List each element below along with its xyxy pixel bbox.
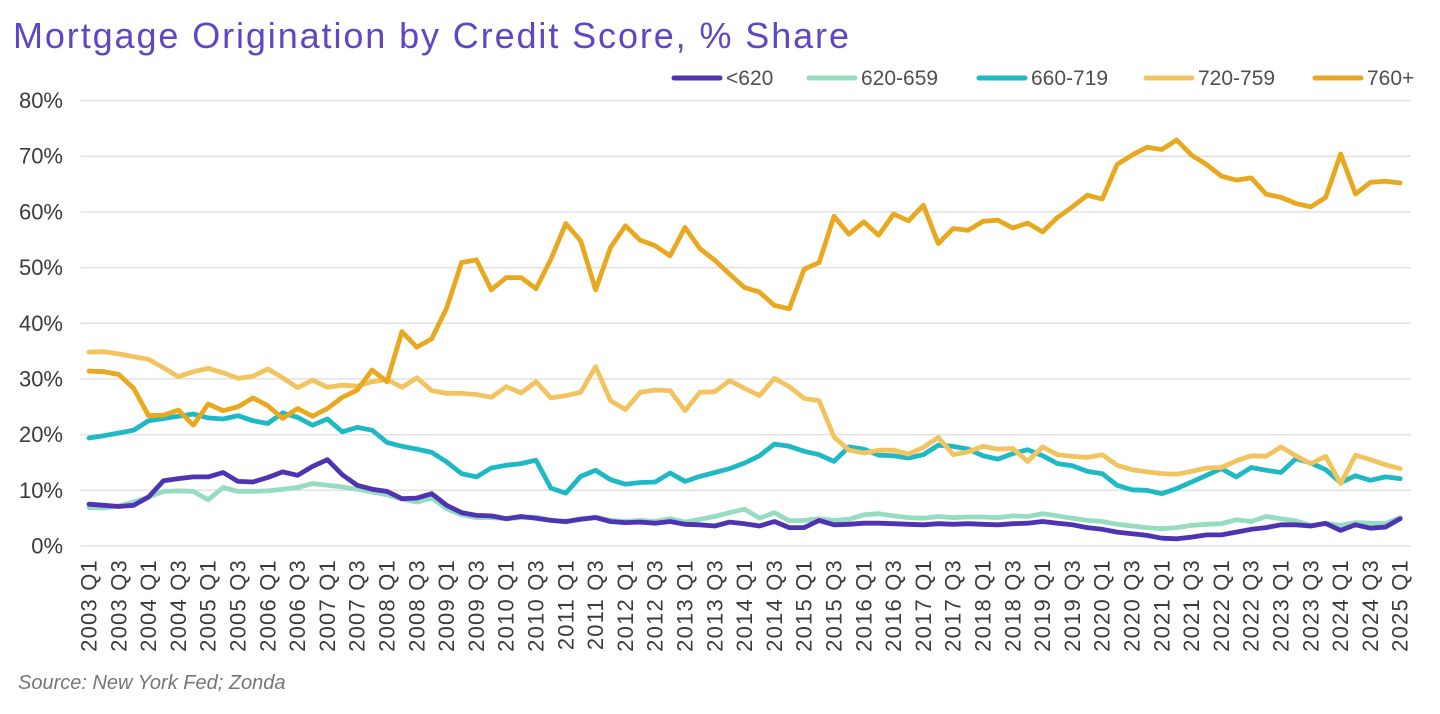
svg-text:0%: 0% [31,534,63,559]
svg-text:2011 Q3: 2011 Q3 [583,559,608,650]
svg-text:Mortgage Origination by Credit: Mortgage Origination by Credit Score, % … [13,15,851,56]
svg-text:2008 Q1: 2008 Q1 [375,559,400,652]
svg-text:2020 Q1: 2020 Q1 [1090,559,1115,652]
svg-text:2007 Q1: 2007 Q1 [315,559,340,652]
svg-text:2004 Q1: 2004 Q1 [136,559,161,652]
svg-text:760+: 760+ [1367,67,1414,90]
svg-text:620-659: 620-659 [861,67,938,90]
svg-text:2018 Q3: 2018 Q3 [1000,559,1025,652]
svg-text:2025 Q1: 2025 Q1 [1388,559,1413,652]
svg-text:2009 Q1: 2009 Q1 [434,559,459,652]
svg-text:660-719: 660-719 [1031,67,1108,90]
svg-text:2014 Q3: 2014 Q3 [762,559,787,652]
svg-text:70%: 70% [19,144,63,169]
svg-text:40%: 40% [19,311,63,336]
svg-text:2013 Q1: 2013 Q1 [673,559,698,652]
svg-text:20%: 20% [19,422,63,447]
svg-text:2014 Q1: 2014 Q1 [732,559,757,652]
svg-text:2019 Q3: 2019 Q3 [1060,559,1085,652]
svg-text:2009 Q3: 2009 Q3 [464,559,489,652]
svg-text:30%: 30% [19,366,63,391]
svg-text:2022 Q1: 2022 Q1 [1209,559,1234,652]
svg-text:2017 Q1: 2017 Q1 [911,559,936,652]
svg-text:2007 Q3: 2007 Q3 [345,559,370,652]
svg-text:2023 Q1: 2023 Q1 [1269,559,1294,652]
svg-text:Source: New York Fed; Zonda: Source: New York Fed; Zonda [18,672,286,694]
svg-text:720-759: 720-759 [1198,67,1275,90]
svg-text:2021 Q1: 2021 Q1 [1149,559,1174,652]
svg-text:2004 Q3: 2004 Q3 [166,559,191,652]
svg-text:2016 Q1: 2016 Q1 [851,559,876,652]
svg-text:2024 Q3: 2024 Q3 [1358,559,1383,652]
svg-text:2011 Q1: 2011 Q1 [553,559,578,650]
svg-text:2015 Q1: 2015 Q1 [792,559,817,652]
svg-text:2016 Q3: 2016 Q3 [881,559,906,652]
svg-text:2020 Q3: 2020 Q3 [1120,559,1145,652]
svg-text:2010 Q3: 2010 Q3 [524,559,549,652]
svg-text:2003 Q3: 2003 Q3 [106,559,131,652]
svg-text:2015 Q3: 2015 Q3 [822,559,847,652]
svg-text:2019 Q1: 2019 Q1 [1030,559,1055,652]
svg-text:2008 Q3: 2008 Q3 [404,559,429,652]
svg-text:2013 Q3: 2013 Q3 [702,559,727,652]
svg-text:2024 Q1: 2024 Q1 [1328,559,1353,652]
svg-text:2003 Q1: 2003 Q1 [77,559,102,652]
svg-text:2021 Q3: 2021 Q3 [1179,559,1204,652]
svg-text:2018 Q1: 2018 Q1 [971,559,996,652]
svg-text:2022 Q3: 2022 Q3 [1239,559,1264,652]
svg-text:2005 Q3: 2005 Q3 [226,559,251,652]
svg-text:2017 Q3: 2017 Q3 [941,559,966,652]
svg-text:2023 Q3: 2023 Q3 [1298,559,1323,652]
svg-text:2006 Q3: 2006 Q3 [285,559,310,652]
svg-text:10%: 10% [19,478,63,503]
svg-text:2012 Q1: 2012 Q1 [613,559,638,652]
svg-text:<620: <620 [726,67,773,90]
svg-text:2006 Q1: 2006 Q1 [255,559,280,652]
svg-text:50%: 50% [19,255,63,280]
svg-text:2012 Q3: 2012 Q3 [643,559,668,652]
svg-text:2005 Q1: 2005 Q1 [196,559,221,652]
svg-text:60%: 60% [19,199,63,224]
svg-text:80%: 80% [19,88,63,113]
svg-text:2010 Q1: 2010 Q1 [494,559,519,652]
